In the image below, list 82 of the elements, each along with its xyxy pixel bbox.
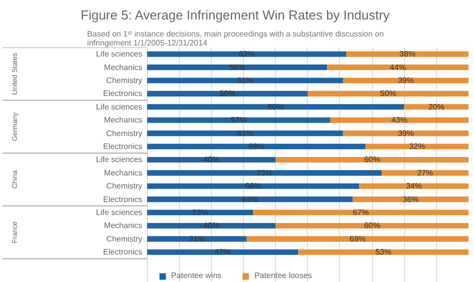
- data-label: 66%: [245, 182, 262, 191]
- data-label: 27%: [417, 168, 434, 178]
- data-label: 39%: [398, 76, 414, 86]
- data-label: 31%: [188, 234, 205, 244]
- data-label: 40%: [203, 221, 220, 230]
- bar: [147, 196, 353, 202]
- y-tick-label: Mechanics: [104, 168, 142, 178]
- data-label: 60%: [364, 221, 380, 230]
- bar: [352, 196, 468, 202]
- data-label: 60%: [364, 155, 380, 164]
- bar: [327, 64, 468, 70]
- bar: [276, 156, 468, 162]
- bar: [147, 249, 298, 255]
- legend-label: Patentee wins: [171, 271, 222, 280]
- bar: [147, 104, 404, 110]
- y-tick-label: Chemistry: [106, 128, 142, 138]
- bar: [147, 78, 344, 84]
- bar: [308, 90, 468, 96]
- bar: [147, 170, 382, 176]
- bar: [359, 183, 468, 189]
- chart-title: Figure 5: Average Infringement Win Rates by Industry: [80, 8, 390, 22]
- y-tick-label: Mechanics: [104, 116, 142, 125]
- data-label: 47%: [214, 248, 231, 257]
- bar: [147, 222, 276, 229]
- data-label: 20%: [428, 102, 444, 112]
- data-label: 61%: [237, 128, 254, 138]
- bar: [147, 156, 276, 162]
- y-tick-label: Chemistry: [106, 76, 142, 86]
- data-label: 40%: [203, 155, 220, 164]
- y-tick-label: Life sciences: [96, 50, 142, 59]
- bar: [343, 130, 468, 136]
- bar: [147, 144, 366, 150]
- bar: [330, 117, 468, 123]
- bar: [147, 183, 360, 189]
- data-label: 57%: [230, 116, 247, 125]
- y-tick-label: Electronics: [103, 142, 142, 152]
- bar: [343, 78, 468, 84]
- bar: [276, 222, 468, 229]
- bar: [298, 249, 468, 255]
- bar: [147, 210, 254, 216]
- y-tick-label: Electronics: [103, 194, 142, 204]
- data-label: 62%: [238, 50, 255, 59]
- data-label: 39%: [398, 128, 414, 138]
- bar: [147, 117, 330, 123]
- y-tick-label: Life sciences: [96, 155, 142, 164]
- bar: [147, 236, 247, 242]
- data-label: 73%: [256, 168, 272, 178]
- data-label: 44%: [390, 62, 406, 72]
- bar: [147, 130, 344, 136]
- chart-subtitle: Based on 1ˢᵗ instance decisions, main proceedings with a substantive discussion on infringement 1/1/2005-12/31/2014: [87, 30, 384, 48]
- data-label: 67%: [352, 208, 369, 218]
- data-label: 50%: [219, 89, 236, 98]
- y-tick-label: Chemistry: [106, 182, 142, 191]
- data-label: 68%: [248, 142, 264, 152]
- y-tick-label: Mechanics: [104, 62, 142, 72]
- bar: [366, 144, 468, 150]
- data-label: 61%: [237, 76, 254, 86]
- data-label: 80%: [268, 102, 284, 112]
- data-label: 36%: [402, 194, 419, 204]
- bar: [147, 51, 346, 57]
- y-tick-label: Mechanics: [104, 221, 142, 230]
- bar: [147, 64, 328, 70]
- data-label: 43%: [391, 116, 408, 125]
- bar: [346, 51, 468, 57]
- data-label: 56%: [229, 62, 246, 72]
- data-label: 69%: [350, 234, 366, 244]
- bar: [246, 236, 468, 242]
- y-tick-label: Chemistry: [106, 234, 142, 244]
- y-tick-label: Life sciences: [96, 208, 142, 218]
- data-label: 34%: [406, 182, 422, 191]
- data-label: 38%: [399, 50, 416, 59]
- y-tick-label: Electronics: [103, 248, 142, 257]
- data-label: 32%: [409, 142, 426, 152]
- bar: [253, 210, 468, 216]
- data-label: 53%: [375, 248, 392, 257]
- data-label: 33%: [192, 208, 208, 218]
- y-tick-label: Life sciences: [96, 102, 142, 112]
- data-label: 50%: [380, 89, 396, 98]
- bar: [147, 90, 308, 96]
- y-tick-label: Electronics: [103, 89, 142, 98]
- data-label: 64%: [242, 194, 258, 204]
- legend-label: Patentee looses: [254, 271, 312, 280]
